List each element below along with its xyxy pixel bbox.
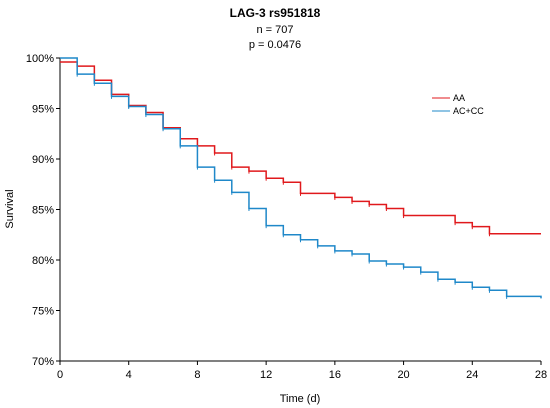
legend: AA AC+CC: [432, 93, 484, 116]
series-line-aa: [60, 61, 541, 235]
y-axis: 70% 75% 80% 85% 90% 95% 100%: [26, 53, 60, 368]
series-line-ac-cc: [60, 57, 542, 299]
x-tick-label: 16: [329, 369, 341, 381]
y-tick-label: 90%: [32, 154, 54, 166]
chart-title: LAG-3 rs951818: [230, 6, 321, 20]
y-tick-label: 75%: [32, 306, 54, 318]
x-tick-label: 4: [126, 369, 132, 381]
series-layer: [60, 57, 542, 299]
y-tick-label: 70%: [32, 356, 54, 368]
y-tick-label: 80%: [32, 255, 54, 267]
legend-label-ac-cc: AC+CC: [453, 106, 484, 116]
plot-frame: [59, 58, 541, 362]
x-tick-label: 0: [57, 369, 63, 381]
x-tick-label: 24: [466, 369, 478, 381]
x-axis: 0 4 8 12 16 20 24 28: [57, 361, 547, 381]
chart-subtitle-n: n = 707: [256, 24, 293, 36]
x-tick-label: 20: [397, 369, 409, 381]
y-tick-label: 100%: [26, 53, 54, 65]
x-tick-label: 12: [260, 369, 272, 381]
chart-subtitle-p: p = 0.0476: [249, 39, 301, 51]
y-axis-label: Survival: [4, 189, 16, 228]
y-tick-label: 85%: [32, 205, 54, 217]
y-tick-label: 95%: [32, 104, 54, 116]
x-tick-label: 8: [194, 369, 200, 381]
legend-label-aa: AA: [453, 93, 465, 103]
x-tick-label: 28: [535, 369, 547, 381]
x-axis-label: Time (d): [280, 393, 321, 405]
